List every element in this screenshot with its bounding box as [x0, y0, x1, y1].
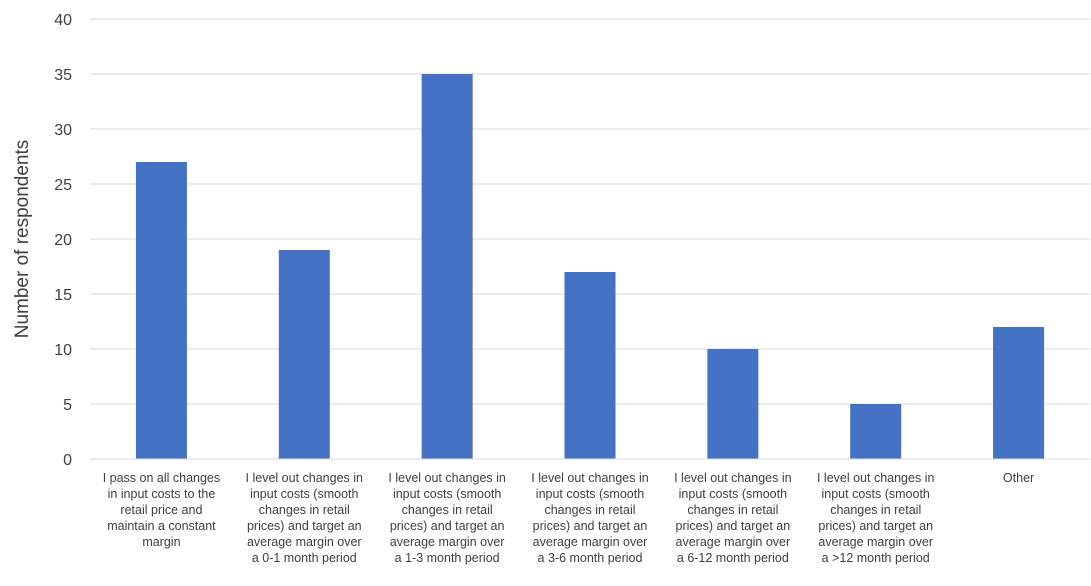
- x-category-label-line: I level out changes in: [245, 471, 363, 485]
- x-category-label-line: in input costs to the: [107, 487, 216, 501]
- x-category-label-line: prices) and target an: [532, 519, 648, 533]
- x-category-label-line: input costs (smooth: [678, 487, 788, 501]
- bar: [278, 250, 330, 459]
- x-category-label: I pass on all changes in input costs to t…: [90, 470, 232, 550]
- bar: [421, 74, 473, 459]
- x-category-label-line: input costs (smooth: [821, 487, 930, 501]
- x-category-label-line: average margin over: [246, 535, 362, 549]
- y-tick-label: 25: [54, 177, 72, 194]
- x-category-label-line: changes in retail: [687, 503, 779, 517]
- x-category-label-line: a >12 month period: [821, 551, 930, 565]
- x-category-label: I level out changes in input costs (smoot…: [662, 470, 804, 566]
- x-category-label-line: prices) and target an: [389, 519, 505, 533]
- x-category-label: I level out changes in input costs (smoot…: [233, 470, 375, 566]
- x-category-label-line: changes in retail: [830, 503, 922, 517]
- x-category-label-line: changes in retail: [544, 503, 636, 517]
- x-category-label-line: input costs (smooth: [250, 487, 359, 501]
- x-category-label-line: a 3-6 month period: [537, 551, 643, 565]
- bars: [135, 74, 1045, 459]
- y-axis-title: Number of respondents: [12, 140, 33, 339]
- x-category-label-line: prices) and target an: [818, 519, 934, 533]
- x-category-label: I level out changes in input costs (smoot…: [376, 470, 518, 566]
- x-category-label-line: I level out changes in: [816, 471, 935, 485]
- x-category-label-line: average margin over: [389, 535, 505, 549]
- y-tick-label: 40: [54, 12, 72, 29]
- x-category-label-line: a 6-12 month period: [676, 551, 789, 565]
- x-category-label-line: changes in retail: [258, 503, 350, 517]
- y-tick-label: 20: [54, 232, 72, 249]
- x-category-label-line: input costs (smooth: [392, 487, 502, 501]
- x-category-label-line: changes in retail: [401, 503, 493, 517]
- x-category-label: Other: [948, 470, 1090, 486]
- y-axis-tick-labels: 0 5 10 15 20 25 30 35 40: [54, 12, 72, 469]
- x-category-label-line: I level out changes in: [388, 471, 506, 485]
- y-tick-label: 10: [54, 342, 72, 359]
- x-category-label-line: average margin over: [675, 535, 791, 549]
- x-category-label: I level out changes in input costs (smoot…: [519, 470, 661, 566]
- x-category-label-line: average margin over: [818, 535, 934, 549]
- bar: [135, 162, 187, 459]
- x-category-label-line: I pass on all changes: [102, 471, 221, 485]
- x-category-label-line: maintain a constant: [107, 519, 216, 533]
- x-category-label-line: input costs (smooth: [535, 487, 645, 501]
- bar: [707, 349, 759, 459]
- x-category-label-line: margin: [142, 535, 181, 549]
- x-category-label-line: retail price and: [120, 503, 203, 517]
- x-category-label-line: prices) and target an: [675, 519, 791, 533]
- bar: [564, 272, 616, 459]
- x-category-label-line: a 0-1 month period: [251, 551, 357, 565]
- y-tick-label: 0: [63, 452, 72, 469]
- x-category-label: I level out changes in input costs (smoot…: [805, 470, 947, 566]
- x-category-label-line: I level out changes in: [674, 471, 792, 485]
- y-tick-label: 30: [54, 122, 72, 139]
- bar: [993, 327, 1045, 459]
- x-category-label-line: average margin over: [532, 535, 648, 549]
- x-category-label-line: I level out changes in: [531, 471, 649, 485]
- y-tick-label: 35: [54, 67, 72, 84]
- x-category-label-line: a 1-3 month period: [394, 551, 500, 565]
- y-tick-label: 15: [54, 287, 72, 304]
- x-category-label-line: prices) and target an: [246, 519, 362, 533]
- y-tick-label: 5: [63, 397, 72, 414]
- x-category-label-line: Other: [1002, 471, 1035, 485]
- bar: [850, 404, 902, 459]
